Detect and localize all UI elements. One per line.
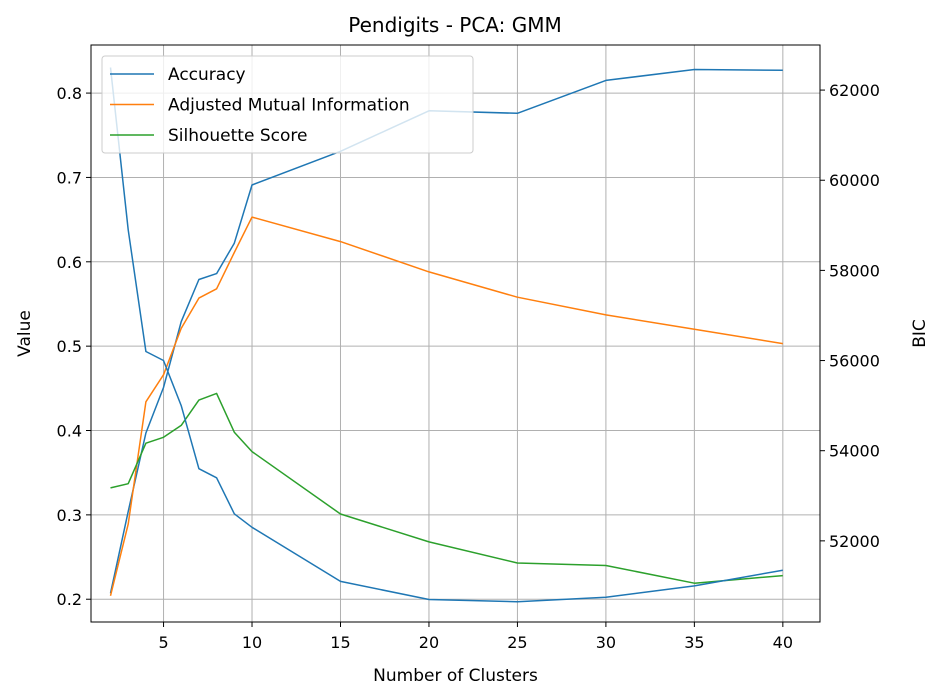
- y2-tick-label: 52000: [829, 532, 880, 551]
- y2-tick-label: 60000: [829, 171, 880, 190]
- y-tick-label: 0.8: [57, 84, 82, 103]
- x-tick-label: 5: [158, 633, 168, 652]
- x-tick-label: 25: [507, 633, 527, 652]
- y-axis-label: Value: [15, 310, 35, 357]
- y2-tick-label: 56000: [829, 352, 880, 371]
- y-tick-label: 0.6: [57, 253, 82, 272]
- x-tick-label: 10: [242, 633, 262, 652]
- series-layer: [109, 67, 783, 603]
- y-tick-label: 0.4: [57, 422, 82, 441]
- chart-title: Pendigits - PCA: GMM: [348, 13, 562, 37]
- y-tick-label: 0.3: [57, 506, 82, 525]
- x-axis: 5 10 15 20 25 30 35 40: [158, 622, 793, 652]
- x-tick-label: 15: [330, 633, 350, 652]
- series-line-bic: [109, 67, 783, 603]
- y-tick-label: 0.7: [57, 168, 82, 187]
- y2-tick-label: 58000: [829, 261, 880, 280]
- legend-label: Silhouette Score: [168, 126, 307, 146]
- y2-tick-label: 62000: [829, 81, 880, 100]
- y-tick-label: 0.2: [57, 590, 82, 609]
- series-line-adjusted-mutual-information: [109, 216, 783, 596]
- series-line-accuracy: [109, 68, 783, 594]
- y-axis-right: 52000 54000 56000 58000 60000 62000: [820, 81, 880, 551]
- x-tick-label: 30: [596, 633, 616, 652]
- x-tick-label: 35: [684, 633, 704, 652]
- y-axis-left: 0.2 0.3 0.4 0.5 0.6 0.7 0.8: [57, 84, 91, 609]
- legend: Accuracy Adjusted Mutual Information Silho…: [101, 55, 474, 154]
- series-line-silhouette-score: [110, 392, 783, 584]
- plot-frame: [90, 44, 821, 623]
- legend-label: Adjusted Mutual Information: [168, 96, 410, 116]
- x-axis-label: Number of Clusters: [373, 666, 538, 686]
- x-tick-label: 20: [419, 633, 439, 652]
- y-tick-label: 0.5: [57, 337, 82, 356]
- y2-axis-label: BIC: [910, 319, 930, 348]
- legend-box: [101, 55, 474, 154]
- x-tick-label: 40: [773, 633, 793, 652]
- y2-tick-label: 54000: [829, 442, 880, 461]
- legend-label: Accuracy: [168, 65, 246, 85]
